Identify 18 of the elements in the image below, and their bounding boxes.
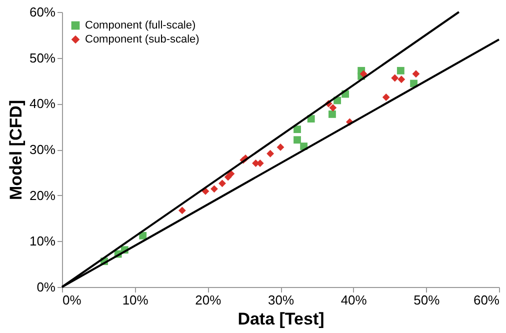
legend-label: Component (full-scale) — [85, 20, 196, 32]
legend-label: Component (sub-scale) — [85, 34, 200, 46]
x-tick-label: 0% — [62, 292, 82, 308]
y-tick-label: 40% — [29, 96, 56, 112]
y-tick-label: 10% — [29, 234, 56, 249]
x-tick-label: 10% — [122, 292, 149, 308]
x-tick-label: 50% — [414, 292, 440, 308]
y-axis-title: Model [CFD] — [6, 100, 26, 200]
y-tick-label: 20% — [29, 188, 56, 203]
y-tick-label: 30% — [29, 142, 56, 157]
x-tick-label: 30% — [268, 292, 294, 308]
y-tick-label: 60% — [29, 4, 56, 20]
y-tick-label: 50% — [29, 50, 56, 66]
x-tick-label: 40% — [340, 292, 368, 308]
y-tick-label: 0% — [36, 280, 56, 294]
x-tick-label: 60% — [473, 292, 500, 308]
x-axis-title: Data [Test] — [238, 310, 324, 328]
x-tick-label: 20% — [195, 292, 222, 308]
